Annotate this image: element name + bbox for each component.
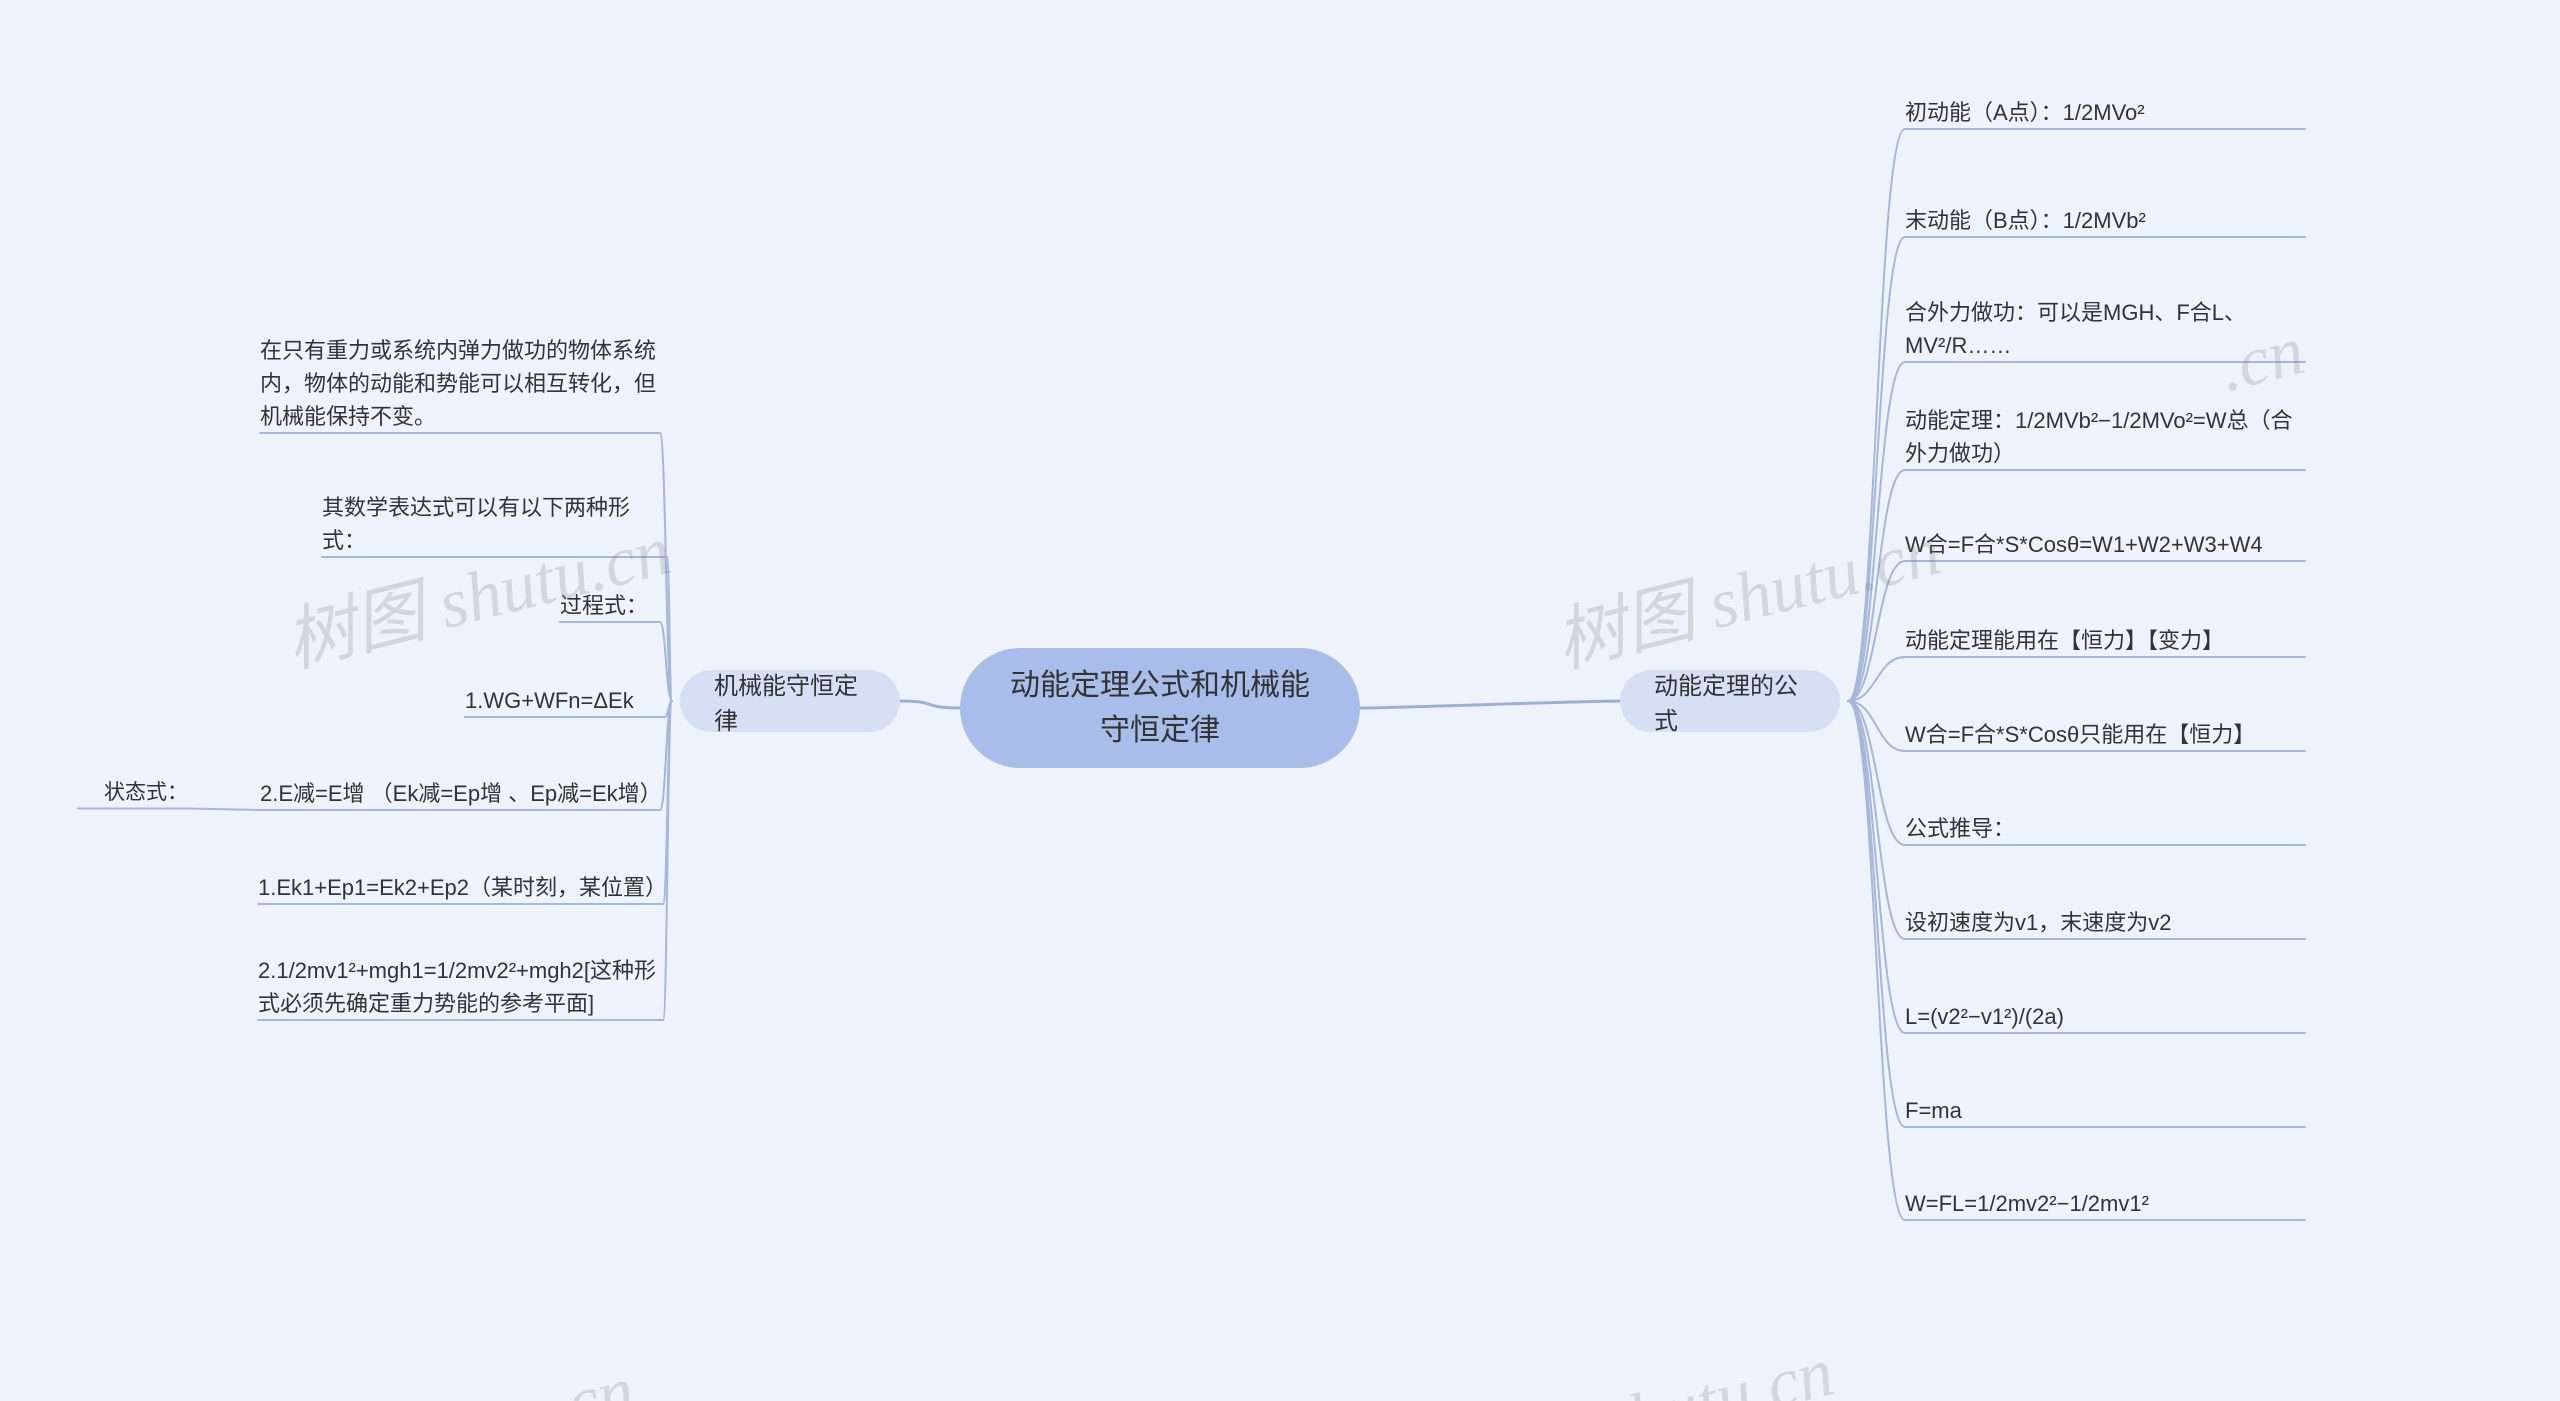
leaf-right-10: F=ma: [1905, 1090, 2305, 1131]
leaf-right-2: 合外力做功：可以是MGH、F合L、MV²/R……: [1905, 292, 2305, 366]
leaf-right-1: 末动能（B点）：1/2MVb²: [1905, 200, 2305, 241]
leaf-right-9: L=(v2²−v1²)/(2a): [1905, 996, 2305, 1037]
leaf-right-6: W合=F合*S*Cosθ只能用在【恒力】: [1905, 714, 2305, 755]
leaf-left-3: 1.WG+WFn=ΔEk: [465, 680, 665, 721]
leaf-right-3: 动能定理：1/2MVb²−1/2MVo²=W总（合外力做功）: [1905, 400, 2305, 474]
leaf-left-sub: 状态式：: [78, 773, 188, 813]
watermark-1: 树图 shutu.cn: [1544, 494, 1950, 687]
branch-right: 动能定理的公式: [1620, 670, 1840, 732]
leaf-left-5: 1.Ek1+Ep1=Ek2+Ep2（某时刻，某位置）: [258, 867, 663, 908]
branch-left: 机械能守恒定律: [680, 670, 900, 732]
watermark-3: shutu.cn: [1594, 1333, 1842, 1401]
leaf-left-1: 其数学表达式可以有以下两种形式：: [322, 487, 667, 561]
leaf-right-4: W合=F合*S*Cosθ=W1+W2+W3+W4: [1905, 524, 2305, 565]
leaf-right-7: 公式推导：: [1905, 808, 2305, 849]
center-node: 动能定理公式和机械能守恒定律: [960, 648, 1360, 768]
watermark-2: .cn: [542, 1351, 642, 1401]
leaf-right-11: W=FL=1/2mv2²−1/2mv1²: [1905, 1183, 2305, 1224]
leaf-left-4: 2.E减=E增 （Ek减=Ep增 、Ep减=Ek增）: [260, 773, 660, 814]
mindmap-canvas: 动能定理公式和机械能守恒定律机械能守恒定律 动能定理的公式 在只有重力或系统内弹力做…: [0, 0, 2560, 1401]
leaf-right-8: 设初速度为v1，末速度为v2: [1905, 902, 2305, 943]
leaf-left-2: 过程式：: [560, 585, 660, 626]
leaf-left-6: 2.1/2mv1²+mgh1=1/2mv2²+mgh2[这种形式必须先确定重力势…: [258, 950, 663, 1024]
leaf-right-0: 初动能（A点）：1/2MVo²: [1905, 92, 2305, 133]
leaf-left-0: 在只有重力或系统内弹力做功的物体系统内，物体的动能和势能可以相互转化，但机械能保…: [260, 330, 660, 437]
leaf-right-5: 动能定理能用在【恒力】【变力】: [1905, 620, 2305, 661]
